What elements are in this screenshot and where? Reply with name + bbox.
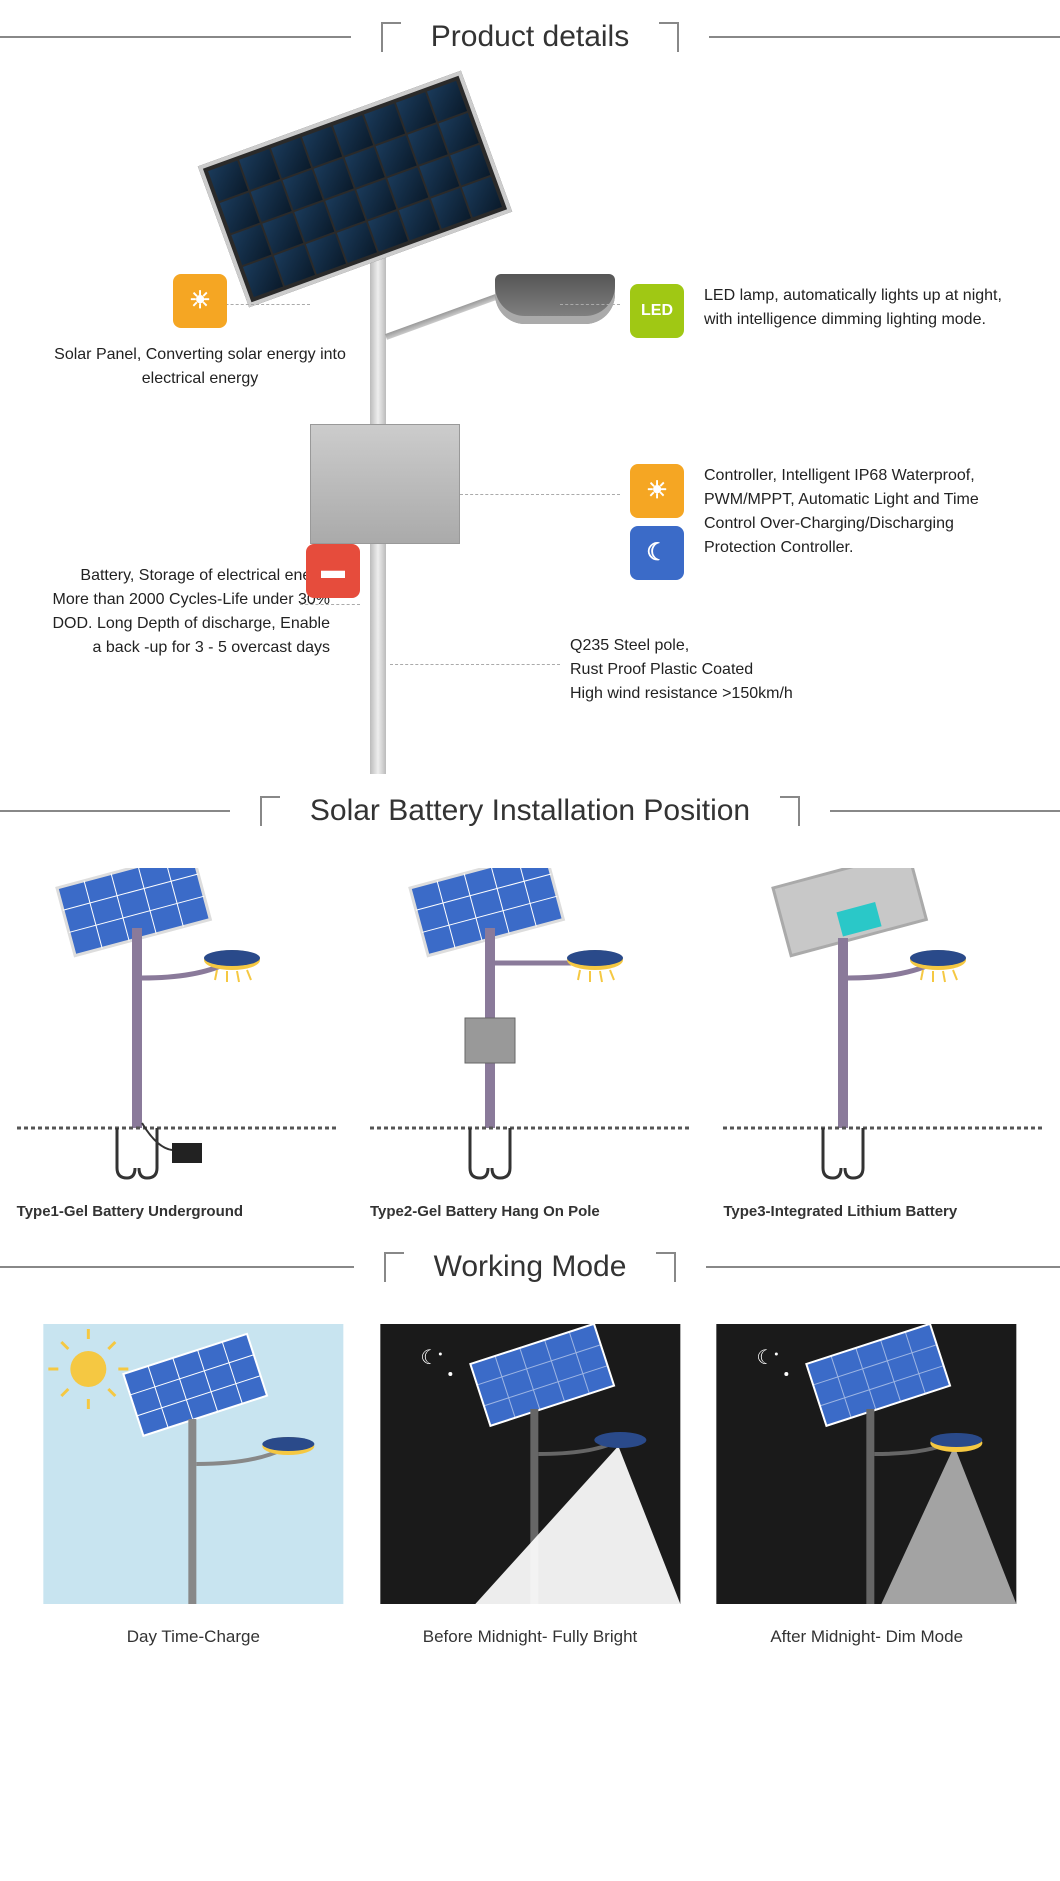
install-type1: Type1-Gel Battery Underground xyxy=(17,868,337,1220)
svg-text:☾: ☾ xyxy=(420,1347,438,1369)
section-title: Solar Battery Installation Position xyxy=(280,794,780,828)
callout-battery: ▬ Battery, Storage of electrical energ, … xyxy=(50,564,330,660)
section-header-install: Solar Battery Installation Position xyxy=(0,794,1060,828)
battery-icon: ▬ xyxy=(306,544,360,598)
install-type3: Type3-Integrated Lithium Battery xyxy=(723,868,1043,1220)
mode-day: Day Time-Charge xyxy=(40,1324,347,1647)
mode-full-bright: ☾ Before Midnight- Fully Bright xyxy=(377,1324,684,1647)
section-header-mode: Working Mode xyxy=(0,1250,1060,1284)
solar-panel-graphic xyxy=(198,71,512,308)
mode-row: Day Time-Charge ☾ Before Midnight- Fully… xyxy=(0,1304,1060,1667)
install-label: Type2-Gel Battery Hang On Pole xyxy=(370,1203,690,1220)
product-details-diagram: ☀ Solar Panel, Converting solar energy i… xyxy=(0,74,1060,774)
svg-text:☾: ☾ xyxy=(757,1347,775,1369)
section-title: Product details xyxy=(401,20,659,54)
section-header-product-details: Product details xyxy=(0,20,1060,54)
install-label: Type3-Integrated Lithium Battery xyxy=(723,1203,1043,1220)
moon-icon: ☾ xyxy=(630,526,684,580)
lamp-arm-graphic xyxy=(385,290,509,340)
mode-label: Day Time-Charge xyxy=(40,1627,347,1647)
install-row: Type1-Gel Battery Underground Type2-Gel … xyxy=(0,848,1060,1230)
section-title: Working Mode xyxy=(404,1250,657,1284)
led-icon: LED xyxy=(630,284,684,338)
callout-controller: ☀ ☾ Controller, Intelligent IP68 Waterpr… xyxy=(630,464,1004,580)
sun-icon: ☀ xyxy=(630,464,684,518)
callout-text: Solar Panel, Converting solar energy int… xyxy=(50,343,350,391)
callout-text: Q235 Steel pole, Rust Proof Plastic Coat… xyxy=(570,634,793,706)
callout-text: Controller, Intelligent IP68 Waterproof,… xyxy=(704,464,1004,580)
callout-text: Battery, Storage of electrical energ, Mo… xyxy=(50,564,330,660)
sun-icon: ☀ xyxy=(173,274,227,328)
callout-pole: Q235 Steel pole, Rust Proof Plastic Coat… xyxy=(570,634,793,706)
lamp-head-graphic xyxy=(495,274,615,324)
callout-led: LED LED lamp, automatically lights up at… xyxy=(630,284,1004,338)
mode-dim: ☾ After Midnight- Dim Mode xyxy=(713,1324,1020,1647)
callout-solar-panel: ☀ Solar Panel, Converting solar energy i… xyxy=(50,274,350,391)
install-label: Type1-Gel Battery Underground xyxy=(17,1203,337,1220)
callout-text: LED lamp, automatically lights up at nig… xyxy=(704,284,1004,338)
mode-label: After Midnight- Dim Mode xyxy=(713,1627,1020,1647)
mode-label: Before Midnight- Fully Bright xyxy=(377,1627,684,1647)
install-type2: Type2-Gel Battery Hang On Pole xyxy=(370,868,690,1220)
battery-box-graphic xyxy=(310,424,460,544)
